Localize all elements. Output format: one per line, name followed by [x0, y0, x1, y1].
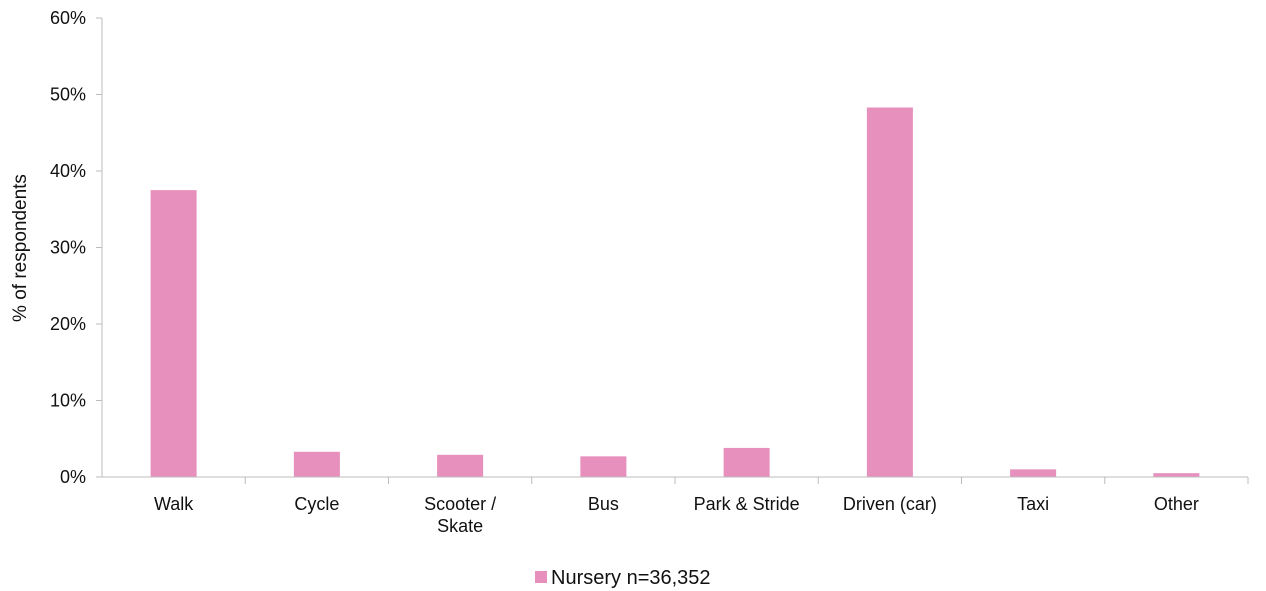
y-axis: 0% 10% 20% 30% 40% 50% 60%: [50, 8, 103, 487]
x-ticks: [244, 477, 1249, 484]
bar: [866, 107, 913, 477]
x-tick-label: Bus: [588, 494, 619, 514]
y-tick-label: 20%: [50, 314, 86, 334]
x-tick-label: Driven (car): [843, 494, 937, 514]
x-tick-label: Scooter / Skate: [424, 494, 496, 536]
y-tick-label: 10%: [50, 391, 86, 411]
y-ticks: 0% 10% 20% 30% 40% 50% 60%: [50, 8, 102, 487]
y-tick-label: 60%: [50, 8, 86, 28]
y-tick-label: 50%: [50, 85, 86, 105]
y-axis-title: % of respondents: [10, 174, 31, 322]
legend-swatch: [535, 571, 547, 583]
legend: Nursery n=36,352: [535, 567, 711, 589]
legend-label: Nursery n=36,352: [551, 567, 711, 589]
bar: [1010, 469, 1057, 477]
bars: [150, 107, 1200, 477]
bar: [723, 447, 770, 477]
x-tick-label: Park & Stride: [694, 494, 800, 514]
bar: [150, 190, 197, 477]
bar: [580, 456, 627, 477]
bar: [1153, 473, 1200, 477]
x-tick-label: Cycle: [294, 494, 339, 514]
x-tick-label: Taxi: [1017, 494, 1049, 514]
y-tick-label: 0%: [60, 467, 86, 487]
y-tick-label: 30%: [50, 238, 86, 258]
bar: [437, 454, 484, 477]
bar: [293, 451, 340, 477]
x-tick-label: Other: [1154, 494, 1199, 514]
x-tick-label: Walk: [154, 494, 194, 514]
x-labels: Walk Cycle Scooter / Skate Bus Park & Stride D…: [154, 494, 1199, 536]
y-tick-label: 40%: [50, 161, 86, 181]
